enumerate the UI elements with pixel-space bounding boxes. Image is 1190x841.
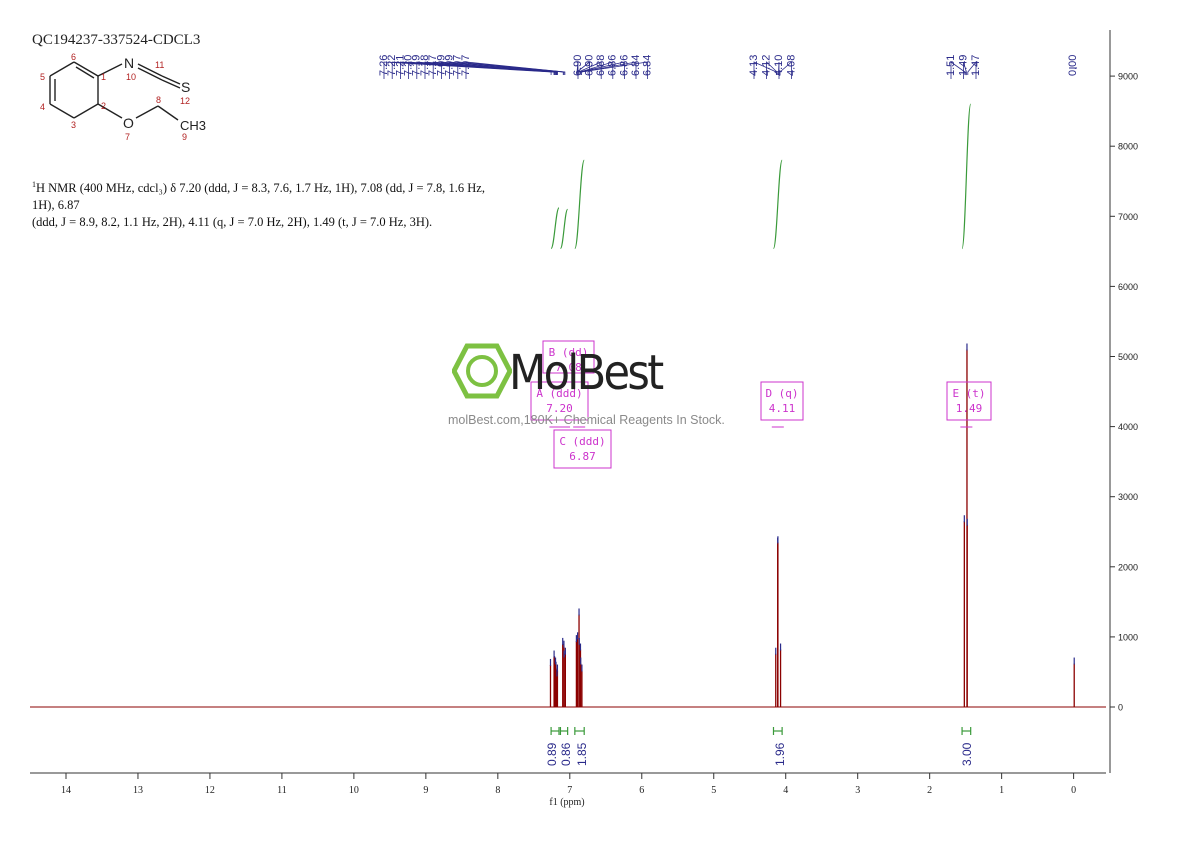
peak-leader	[766, 61, 778, 79]
atom-number-6: 6	[71, 52, 76, 62]
peak-leader	[950, 61, 966, 79]
atom-number-10: 10	[126, 72, 136, 82]
multiplet-label: A (ddd)	[536, 387, 582, 400]
integral-curve	[550, 207, 560, 250]
atom-number-9: 9	[182, 132, 187, 142]
integral-curve	[772, 159, 783, 250]
atom-number-8: 8	[156, 95, 161, 105]
x-tick-label: 5	[711, 785, 716, 796]
atom-number-4: 4	[40, 102, 45, 112]
atom-number-3: 3	[71, 120, 76, 130]
atom-number-12: 12	[180, 96, 190, 106]
x-tick-label: 14	[61, 785, 71, 796]
peak-label: 0.00	[1067, 55, 1079, 76]
multiplet-value: 1.49	[956, 402, 983, 415]
atom-label-s: S	[181, 79, 190, 95]
multiplet-box	[553, 429, 612, 469]
nmr-description: 1H NMR (400 MHz, cdcl₃) δ 7.20 (ddd, J =…	[32, 176, 502, 231]
peak-leader	[449, 61, 564, 79]
peak-leader	[465, 61, 566, 79]
multiplet-box	[542, 340, 595, 374]
chemical-structure: N S O CH3 1 2 3 4 5 6 7 8 9 10 11 12	[40, 52, 206, 142]
peak-leader	[432, 61, 558, 79]
peak-leader	[580, 61, 648, 79]
atom-label-o: O	[123, 115, 134, 131]
peak-leader	[967, 60, 977, 79]
x-tick-label: 6	[639, 785, 644, 796]
peak-leader	[779, 61, 792, 79]
y-tick-label: 9000	[1118, 72, 1138, 82]
integral-value: 1.85	[575, 742, 589, 766]
multiplet-value: 7.20	[546, 402, 573, 415]
peak-leader	[579, 61, 625, 79]
watermark-logo-icon	[452, 343, 512, 399]
x-axis-label: f1 (ppm)	[549, 797, 584, 808]
nucleus-superscript: 1	[32, 180, 36, 189]
integral-value: 0.89	[545, 742, 559, 766]
atom-number-5: 5	[40, 72, 45, 82]
y-tick-label: 6000	[1118, 282, 1138, 292]
sample-id: QC194237-337524-CDCL3	[32, 32, 201, 48]
multiplet-label: C (ddd)	[559, 435, 605, 448]
integral-curve	[574, 159, 585, 250]
y-tick-label: 5000	[1118, 352, 1138, 362]
atom-number-7: 7	[125, 132, 130, 142]
nmr-description-line1: H NMR (400 MHz, cdcl₃) δ 7.20 (ddd, J = …	[32, 181, 485, 213]
watermark-tagline: molBest.com,180K+ Chemical Reagents In S…	[448, 413, 725, 427]
atom-label-ch3: CH3	[180, 118, 206, 133]
x-tick-label: 13	[133, 785, 143, 796]
y-tick-label: 1000	[1118, 632, 1138, 642]
peak-leader	[578, 61, 602, 79]
x-tick-label: 11	[277, 785, 287, 796]
atom-number-1: 1	[101, 72, 106, 82]
multiplet-label: D (q)	[765, 387, 798, 400]
x-tick-label: 7	[567, 785, 572, 796]
multiplet-label: E (t)	[952, 387, 985, 400]
multiplet-label: B (dd)	[549, 346, 589, 359]
integral-curve	[559, 208, 569, 250]
integral-value: 1.96	[773, 742, 787, 766]
x-tick-label: 2	[927, 785, 932, 796]
multiplet-value: 7.08	[555, 361, 582, 374]
integral-curve	[961, 103, 972, 250]
y-tick-label: 2000	[1118, 562, 1138, 572]
integral-value: 3.00	[960, 742, 974, 766]
y-tick-label: 3000	[1118, 492, 1138, 502]
atom-number-11: 11	[155, 60, 164, 70]
multiplet-box	[946, 381, 992, 421]
x-tick-label: 8	[495, 785, 500, 796]
integral-value: 0.86	[559, 742, 573, 766]
y-tick-label: 4000	[1118, 422, 1138, 432]
multiplet-box	[530, 381, 589, 421]
y-tick-label: 7000	[1118, 212, 1138, 222]
x-tick-label: 3	[855, 785, 860, 796]
atom-label-n: N	[124, 55, 134, 71]
x-tick-label: 12	[205, 785, 215, 796]
multiplet-value: 6.87	[569, 450, 596, 463]
y-tick-label: 0	[1118, 703, 1123, 713]
atom-number-2: 2	[101, 101, 106, 111]
watermark-name: MolBest	[509, 345, 664, 401]
x-tick-label: 9	[423, 785, 428, 796]
x-tick-label: 0	[1071, 785, 1076, 796]
nmr-description-line2: (ddd, J = 8.9, 8.2, 1.1 Hz, 2H), 4.11 (q…	[32, 215, 433, 230]
multiplet-value: 4.11	[769, 402, 796, 415]
x-tick-label: 1	[999, 785, 1004, 796]
y-tick-label: 8000	[1118, 142, 1138, 152]
multiplet-box	[760, 381, 804, 421]
x-tick-label: 10	[349, 785, 359, 796]
peak-leader	[963, 61, 967, 79]
peak-leader	[753, 61, 777, 79]
x-tick-label: 4	[783, 785, 788, 796]
